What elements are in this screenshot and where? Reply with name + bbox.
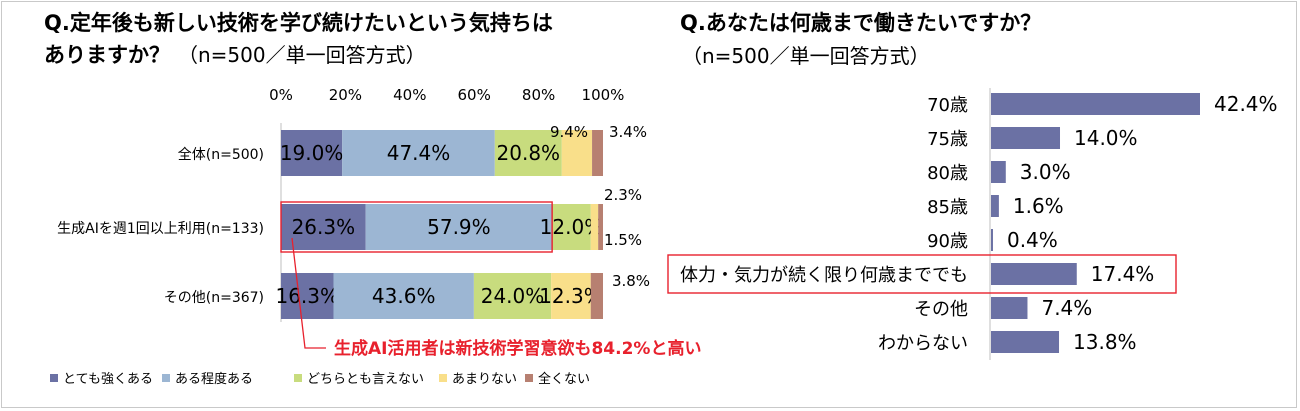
category-label: 80歳 bbox=[927, 163, 968, 184]
value-label: 14.0% bbox=[1074, 126, 1138, 150]
stacked-bar-segment bbox=[552, 204, 591, 250]
stacked-bar-segment bbox=[551, 273, 591, 319]
x-tick-label: 40% bbox=[393, 86, 426, 104]
legend-swatch bbox=[525, 374, 533, 382]
legend: とても強くある ある程度ある どちらとも言えない あまりない 全くない bbox=[50, 371, 590, 387]
stacked-bar-segment bbox=[281, 204, 366, 250]
value-label: 1.6% bbox=[1013, 194, 1064, 218]
bar bbox=[991, 297, 1028, 319]
x-tick-label: 20% bbox=[329, 86, 362, 104]
legend-swatch bbox=[294, 374, 302, 382]
bar bbox=[991, 93, 1200, 115]
legend-label: どちらとも言えない bbox=[307, 372, 424, 387]
legend-swatch bbox=[162, 374, 170, 382]
category-label: その他 bbox=[914, 299, 968, 320]
segment-value-label: 2.3% bbox=[604, 186, 642, 204]
stacked-bar-segment bbox=[494, 130, 562, 176]
highlight-box bbox=[280, 201, 553, 253]
segment-value-label: 19.0% bbox=[280, 141, 344, 165]
value-label: 13.8% bbox=[1073, 330, 1137, 354]
value-label: 3.0% bbox=[1020, 160, 1071, 184]
callout-leader bbox=[291, 237, 326, 349]
stacked-bar-segment bbox=[333, 273, 474, 319]
bar bbox=[991, 161, 1006, 183]
segment-value-label: 9.4% bbox=[550, 123, 588, 141]
x-tick-label: 80% bbox=[522, 86, 555, 104]
legend-label: ある程度ある bbox=[175, 371, 253, 387]
value-label: 17.4% bbox=[1091, 262, 1155, 286]
left-title-line1: Q.定年後も新しい技術を学び続けたいという気持ちは bbox=[44, 11, 553, 35]
legend-label: とても強くある bbox=[63, 372, 153, 387]
segment-value-label: 43.6% bbox=[372, 284, 436, 308]
legend-swatch bbox=[439, 374, 447, 382]
left-title-note: （n=500／単一回答方式） bbox=[178, 43, 426, 67]
stacked-bar-segment bbox=[281, 130, 343, 176]
category-label: 生成AIを週1回以上利用(n=133) bbox=[57, 221, 264, 237]
segment-value-label: 3.8% bbox=[612, 272, 650, 290]
legend-swatch bbox=[50, 374, 58, 382]
bar bbox=[991, 127, 1061, 149]
callout-text: 生成AI活用者は新技術学習意欲も84.2%と高い bbox=[334, 338, 701, 359]
x-tick-label: 100% bbox=[582, 86, 625, 104]
stacked-bar-segment bbox=[561, 130, 593, 176]
x-tick-label: 0% bbox=[269, 86, 293, 104]
stacked-bar-segment bbox=[590, 273, 603, 319]
stacked-bar-segment bbox=[281, 273, 334, 319]
segment-value-label: 57.9% bbox=[427, 215, 491, 239]
segment-value-label: 1.5% bbox=[604, 231, 642, 249]
stacked-bar-segment bbox=[598, 204, 603, 250]
value-label: 42.4% bbox=[1214, 92, 1278, 116]
highlight-box bbox=[667, 254, 1177, 294]
segment-value-label: 26.3% bbox=[292, 215, 356, 239]
category-label: その他(n=367) bbox=[164, 290, 264, 306]
bar bbox=[991, 229, 993, 251]
bar bbox=[991, 331, 1060, 353]
stacked-bar-segment bbox=[473, 273, 552, 319]
value-label: 7.4% bbox=[1041, 296, 1092, 320]
x-tick-label: 60% bbox=[458, 86, 491, 104]
segment-value-label: 24.0% bbox=[481, 284, 545, 308]
category-label: 85歳 bbox=[927, 197, 968, 218]
stacked-bar-segment bbox=[592, 130, 603, 176]
stacked-bar-chart: 0% 20% 40% 60% 80% 100% 全体(n=500) 19.0% 47.4% 20.… bbox=[57, 86, 650, 322]
segment-value-label: 16.3% bbox=[275, 284, 339, 308]
category-label: 75歳 bbox=[927, 129, 968, 150]
category-label: 90歳 bbox=[927, 231, 968, 252]
right-title-line2: （n=500／単一回答方式） bbox=[682, 44, 930, 68]
stacked-bar-segment bbox=[365, 204, 553, 250]
category-label: 全体(n=500) bbox=[178, 146, 264, 163]
segment-value-label: 47.4% bbox=[387, 141, 451, 165]
left-title-question: ありますか？ bbox=[44, 43, 170, 67]
left-title-line2: ありますか？ （n=500／単一回答方式） bbox=[44, 43, 426, 67]
bar bbox=[991, 263, 1077, 285]
category-label: 70歳 bbox=[927, 95, 968, 116]
legend-label: あまりない bbox=[452, 372, 517, 387]
legend-label: 全くない bbox=[538, 371, 590, 387]
segment-value-label: 3.4% bbox=[609, 123, 647, 141]
category-label: 体力・気力が続く限り何歳まででも bbox=[680, 265, 968, 286]
value-label: 0.4% bbox=[1007, 228, 1058, 252]
stacked-bar-segment bbox=[342, 130, 495, 176]
category-label: わからない bbox=[878, 333, 968, 354]
segment-value-label: 20.8% bbox=[497, 141, 561, 165]
right-title-line1: Q.あなたは何歳まで働きたいですか？ bbox=[680, 11, 1041, 35]
bar bbox=[991, 195, 999, 217]
stacked-bar-segment bbox=[590, 204, 599, 250]
age-bar-chart: 70歳 42.4% 75歳 14.0% 80歳 3.0% 85歳 1.6% 90歳 0.4% 体力・… bbox=[667, 88, 1278, 360]
